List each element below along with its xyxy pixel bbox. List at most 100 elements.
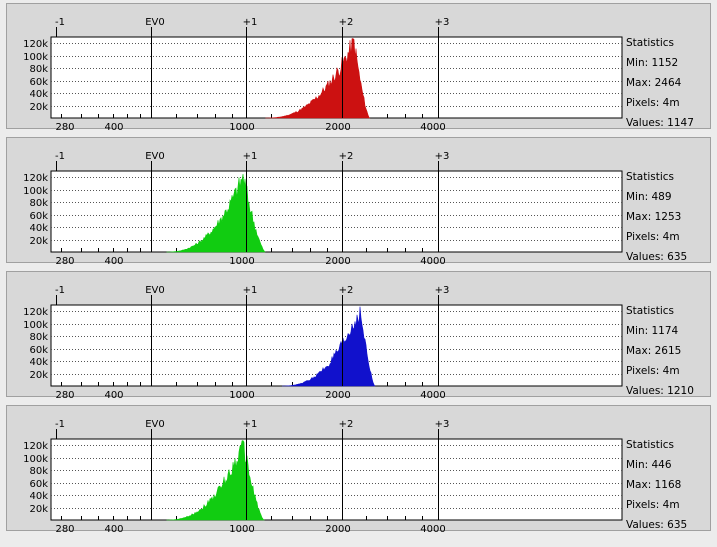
y-tick-label: 80k [29, 466, 48, 477]
stat-pixels: Pixels: 4m [626, 365, 680, 377]
x-tick-label: 2000 [325, 122, 350, 130]
statistics-title: Statistics [626, 305, 674, 317]
ev-label: +1 [243, 151, 258, 162]
stat-pixels: Pixels: 4m [626, 231, 680, 243]
statistics-block: Statistics Min: 489 Max: 1253 Pixels: 4m Val… [626, 138, 712, 264]
statistics-title: Statistics [626, 439, 674, 451]
histogram-panel-blue: 120k 100k 80k 60k 40k 20k -1 EV0 +1 +2 +3 280 400 100… [6, 271, 712, 398]
y-tick-label: 20k [29, 370, 48, 381]
ev-label: EV0 [145, 285, 165, 296]
x-tick-label: 1000 [229, 524, 254, 532]
ev-label: +3 [435, 151, 450, 162]
stat-values: Values: 1210 [626, 385, 694, 397]
y-tick-label: 80k [29, 198, 48, 209]
x-tick-label: 2000 [325, 256, 350, 264]
plot-area [50, 170, 623, 253]
ev-label: EV0 [145, 419, 165, 430]
ev-label: +1 [243, 285, 258, 296]
x-tick-label: 280 [55, 390, 74, 398]
stat-max: Max: 1168 [626, 479, 682, 491]
statistics-title: Statistics [626, 37, 674, 49]
x-tick-label: 4000 [420, 390, 445, 398]
y-tick-label: 60k [29, 77, 48, 88]
ev-label: -1 [55, 17, 65, 28]
y-tick-label: 120k [23, 307, 48, 318]
statistics-title: Statistics [626, 171, 674, 183]
stat-min: Min: 446 [626, 459, 672, 471]
x-tick-label: 280 [55, 122, 74, 130]
ev-label: +2 [339, 419, 354, 430]
histogram-panel-green-2: 120k 100k 80k 60k 40k 20k -1 EV0 +1 +2 +3 280 400 100… [6, 405, 712, 532]
x-tick-label: 1000 [229, 256, 254, 264]
y-tick-label: 80k [29, 64, 48, 75]
x-tick-label: 2000 [325, 390, 350, 398]
x-tick-label: 4000 [420, 256, 445, 264]
ev-label: -1 [55, 151, 65, 162]
histogram-blue-area [282, 306, 376, 387]
stat-min: Min: 489 [626, 191, 672, 203]
x-tick-label: 4000 [420, 122, 445, 130]
statistics-block: Statistics Min: 446 Max: 1168 Pixels: 4m Val… [626, 406, 712, 532]
y-tick-label: 100k [23, 52, 48, 63]
statistics-block: Statistics Min: 1174 Max: 2615 Pixels: 4m Va… [626, 272, 712, 398]
x-tick-label: 4000 [420, 524, 445, 532]
x-tick-label: 2000 [325, 524, 350, 532]
stat-max: Max: 2464 [626, 77, 682, 89]
y-tick-label: 120k [23, 441, 48, 452]
y-tick-label: 60k [29, 345, 48, 356]
x-tick-label: 400 [104, 524, 123, 532]
histogram-panel-red: 120k 100k 80k 60k 40k 20k -1 EV0 +1 +2 +3 280 400 100… [6, 3, 712, 130]
x-tick-label: 400 [104, 122, 123, 130]
x-tick-label: 1000 [229, 390, 254, 398]
ev-label: +1 [243, 419, 258, 430]
stat-max: Max: 2615 [626, 345, 682, 357]
x-tick-label: 280 [55, 256, 74, 264]
stat-values: Values: 1147 [626, 117, 694, 129]
stat-pixels: Pixels: 4m [626, 499, 680, 511]
histogram-green-area [166, 173, 266, 253]
ev-label: -1 [55, 285, 65, 296]
y-tick-label: 40k [29, 223, 48, 234]
ev-label: +2 [339, 151, 354, 162]
stat-min: Min: 1174 [626, 325, 679, 337]
histogram-panel-green: 120k 100k 80k 60k 40k 20k -1 EV0 +1 +2 +3 280 400 100… [6, 137, 712, 264]
ev-label: +2 [339, 285, 354, 296]
x-tick-label: 400 [104, 256, 123, 264]
y-tick-label: 40k [29, 89, 48, 100]
x-tick-label: 280 [55, 524, 74, 532]
y-tick-label: 60k [29, 479, 48, 490]
ev-label: +3 [435, 419, 450, 430]
x-tick-label: 400 [104, 390, 123, 398]
stat-pixels: Pixels: 4m [626, 97, 680, 109]
y-tick-label: 20k [29, 504, 48, 515]
y-tick-label: 120k [23, 39, 48, 50]
ev-label: EV0 [145, 151, 165, 162]
stat-min: Min: 1152 [626, 57, 679, 69]
y-tick-label: 80k [29, 332, 48, 343]
plot-area [50, 438, 623, 521]
ev-label: EV0 [145, 17, 165, 28]
y-tick-label: 40k [29, 491, 48, 502]
y-tick-label: 100k [23, 320, 48, 331]
y-tick-label: 20k [29, 236, 48, 247]
stat-max: Max: 1253 [626, 211, 682, 223]
histogram-green-area [166, 440, 265, 521]
ev-label: +2 [339, 17, 354, 28]
y-tick-label: 100k [23, 186, 48, 197]
ev-label: +3 [435, 17, 450, 28]
x-tick-label: 1000 [229, 122, 254, 130]
y-tick-label: 40k [29, 357, 48, 368]
y-tick-label: 60k [29, 211, 48, 222]
y-tick-label: 100k [23, 454, 48, 465]
ev-label: -1 [55, 419, 65, 430]
window-top-strip [0, 0, 717, 4]
ev-label: +1 [243, 17, 258, 28]
stat-values: Values: 635 [626, 519, 688, 531]
statistics-block: Statistics Min: 1152 Max: 2464 Pixels: 4m Va… [626, 4, 712, 130]
histogram-red-area [265, 38, 371, 119]
stat-values: Values: 635 [626, 251, 688, 263]
